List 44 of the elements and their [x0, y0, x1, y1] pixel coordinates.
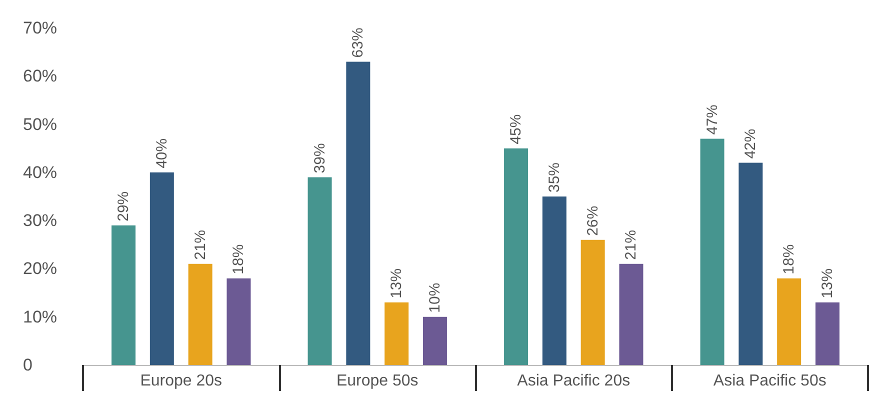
bar — [580, 240, 605, 365]
x-tick-label: Asia Pacific 20s — [517, 372, 630, 390]
bar — [542, 196, 566, 365]
y-tick-label: 60% — [23, 66, 58, 86]
bar — [738, 162, 763, 365]
data-label: 42% — [742, 128, 760, 159]
data-label: 63% — [350, 28, 367, 58]
bar — [422, 316, 447, 365]
data-label: 10% — [426, 282, 444, 313]
y-tick-label: 50% — [23, 114, 58, 134]
bar — [226, 278, 251, 365]
data-label: 45% — [508, 114, 525, 144]
data-label: 18% — [230, 244, 248, 274]
data-label: 47% — [704, 104, 721, 135]
y-tick-label: 20% — [23, 259, 58, 278]
y-tick-label: 30% — [23, 211, 58, 230]
data-label: 29% — [115, 191, 132, 222]
data-label: 35% — [546, 162, 563, 192]
y-tick-label: 70% — [23, 18, 58, 38]
bar — [308, 177, 332, 365]
y-tick-label: 10% — [23, 307, 58, 326]
bar — [700, 138, 724, 365]
bar — [619, 264, 644, 365]
bar — [384, 302, 409, 365]
data-label: 13% — [818, 268, 836, 298]
data-label: 26% — [584, 206, 602, 236]
bar — [188, 264, 212, 365]
data-label: 21% — [192, 230, 209, 260]
bar — [150, 172, 174, 365]
bar — [815, 302, 840, 365]
x-tick-label: Europe 20s — [140, 372, 222, 390]
data-label: 39% — [311, 143, 328, 174]
data-label: 40% — [153, 138, 170, 168]
x-tick-label: Europe 50s — [336, 372, 418, 390]
data-label: 18% — [780, 244, 798, 274]
data-label: 21% — [622, 230, 640, 260]
y-tick-label: 0 — [23, 356, 32, 374]
bar — [346, 62, 370, 365]
data-label: 13% — [388, 268, 406, 298]
x-tick-label: Asia Pacific 50s — [713, 372, 826, 390]
bar — [504, 148, 528, 365]
y-tick-label: 40% — [23, 162, 58, 182]
bar — [112, 225, 136, 365]
bar — [777, 278, 802, 365]
